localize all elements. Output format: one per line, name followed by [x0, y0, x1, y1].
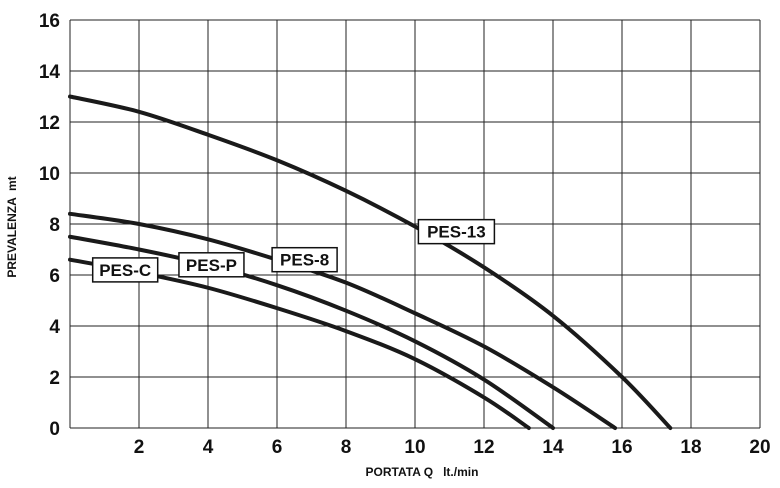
series-labels: PES-13 PES-8 PES-P PES-C [91, 218, 496, 283]
x-tick-label: 14 [542, 437, 564, 458]
y-axis-title: PREVALENZA mt [5, 176, 19, 277]
x-tick-label: 2 [134, 437, 145, 458]
x-tick-label: 8 [341, 437, 352, 458]
y-tick-label: 2 [49, 368, 60, 389]
series-label-pes-8: PES-8 [271, 246, 338, 273]
series-label-text: PES-8 [280, 251, 329, 270]
x-tick-label: 6 [272, 437, 283, 458]
y-tick-label: 10 [39, 164, 60, 185]
y-tick-label: 0 [49, 419, 60, 440]
series-label-box [417, 218, 496, 245]
series-label-pes-p: PES-P [178, 252, 245, 278]
x-tick-label: 20 [749, 437, 770, 458]
series-line-pes-13 [68, 94, 673, 430]
x-tick-label: 16 [611, 437, 632, 458]
y-tick-label: 6 [49, 266, 60, 287]
x-axis-title: PORTATA Q lt./min [366, 465, 479, 479]
series-label-box [91, 257, 159, 283]
x-tick-label: 12 [473, 437, 494, 458]
x-tick-label: 4 [203, 437, 214, 458]
series-label-box [178, 252, 245, 278]
series-label-pes-c: PES-C [91, 257, 159, 283]
tick-labels: 2 4 6 8 10 12 14 16 18 20 0 2 4 6 8 10 12 14 16 [39, 11, 771, 458]
series-label-text: PES-P [186, 256, 237, 275]
series-line-pes-p [68, 234, 555, 430]
series-line-pes-8 [68, 211, 618, 430]
series-label-text: PES-C [99, 261, 151, 280]
series-label-text: PES-13 [427, 223, 486, 242]
x-tick-label: 10 [404, 437, 425, 458]
series-label-box [271, 246, 338, 273]
y-tick-label: 14 [39, 62, 61, 83]
grid [69, 19, 761, 429]
y-tick-label: 8 [49, 215, 60, 236]
x-tick-label: 18 [680, 437, 701, 458]
y-tick-label: 12 [39, 113, 60, 134]
series-label-pes-13: PES-13 [417, 218, 496, 245]
curves [68, 94, 673, 430]
y-tick-label: 16 [39, 11, 60, 32]
y-tick-label: 4 [49, 317, 60, 338]
